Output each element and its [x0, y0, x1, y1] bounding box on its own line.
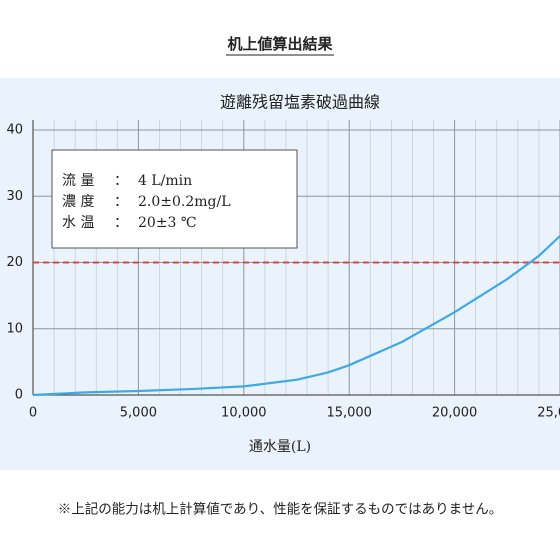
y-tick-label: 30 [6, 189, 23, 204]
annotation-value: 2.0±0.2mg/L [138, 194, 231, 210]
annotation-colon: ： [114, 215, 128, 231]
annotation-label: 流 量 [62, 173, 94, 189]
x-tick-label: 20,000 [432, 406, 478, 421]
footnote: ※上記の能力は机上計算値であり、性能を保証するものではありません。 [58, 501, 502, 518]
chart-panel [0, 78, 560, 470]
y-tick-label: 20 [6, 255, 23, 270]
x-tick-label: 5,000 [120, 406, 157, 421]
x-axis-label: 通水量(L) [249, 439, 311, 455]
header: 机上値算出結果 [227, 35, 333, 53]
annotation-label: 水 温 [62, 215, 94, 231]
annotation-label: 濃 度 [62, 194, 94, 210]
data-line [32, 235, 560, 397]
x-tick-label: 10,000 [221, 406, 267, 421]
x-tick-label: 25,000 [537, 406, 560, 421]
x-tick-label: 15,000 [326, 406, 372, 421]
x-tick-label: 0 [29, 406, 37, 421]
legend-box [51, 149, 298, 249]
annotation-colon: ： [114, 194, 128, 210]
annotation-colon: ： [114, 173, 128, 189]
annotation-value: 20±3 ℃ [138, 215, 197, 231]
chart-title: 遊離残留塩素破過曲線 [220, 93, 380, 112]
y-tick-label: 40 [6, 123, 23, 138]
y-tick-label: 0 [15, 388, 23, 403]
annotation-value: 4 L/min [138, 173, 192, 189]
y-tick-label: 10 [6, 321, 23, 336]
